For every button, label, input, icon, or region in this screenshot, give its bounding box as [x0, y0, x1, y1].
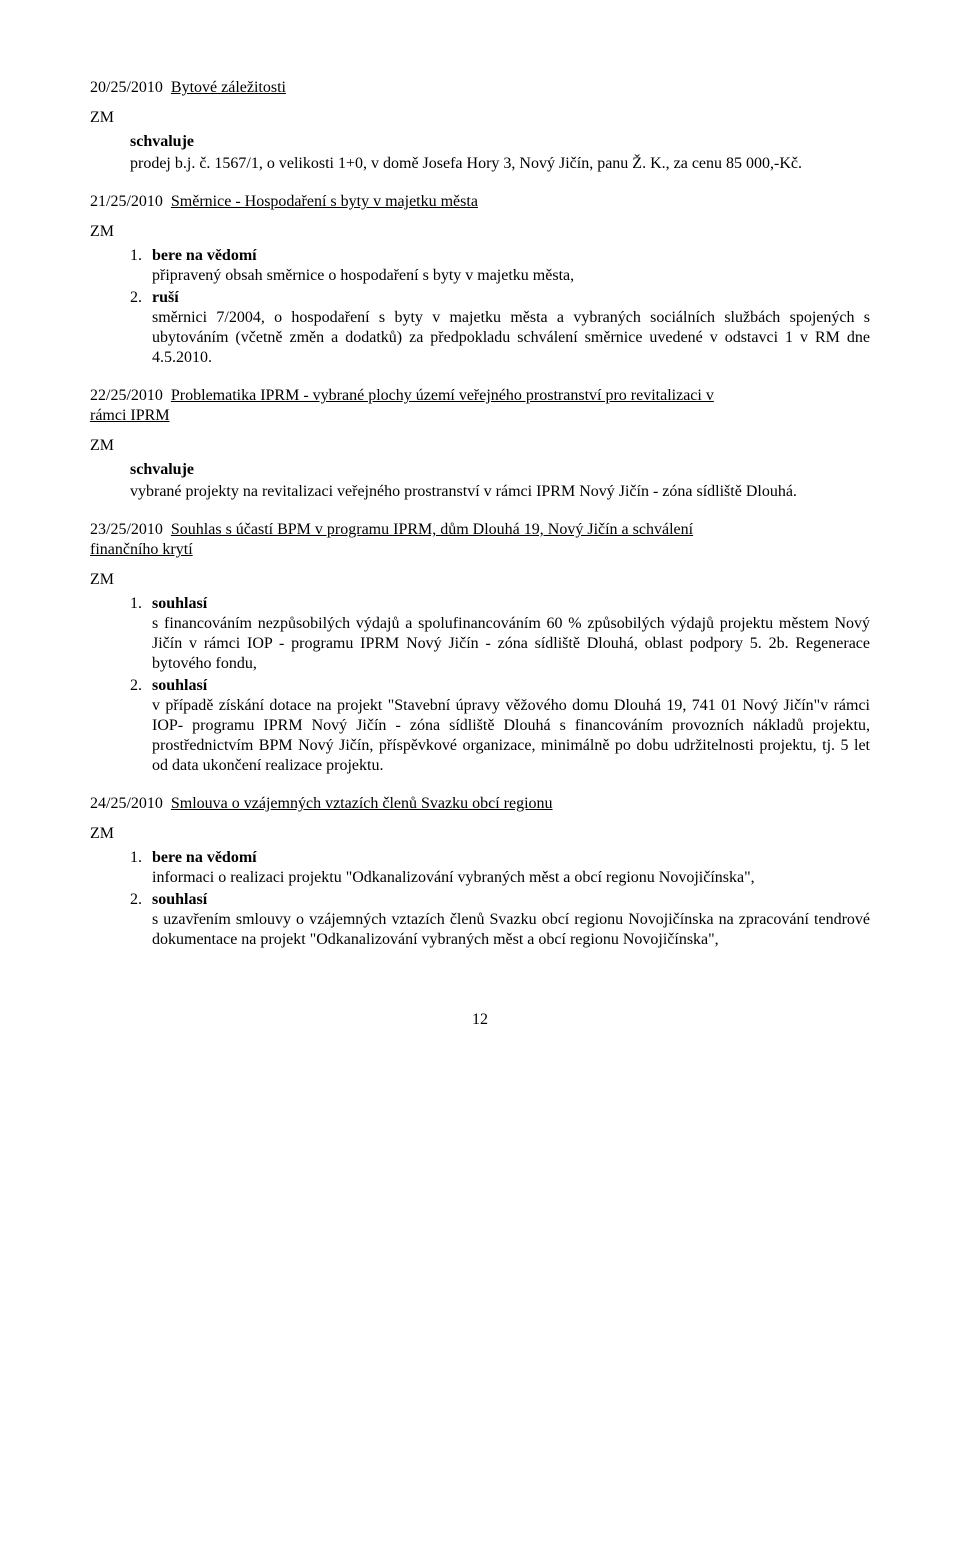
page-number: 12 [90, 1010, 870, 1030]
section-20-heading: 20/25/2010 Bytové záležitosti [90, 78, 870, 98]
item-number: 2. [130, 676, 152, 776]
section-21-title: Směrnice - Hospodaření s byty v majetku … [171, 193, 478, 210]
section-22-title-line1: Problematika IPRM - vybrané plochy území… [171, 387, 714, 404]
section-20-title: Bytové záležitosti [171, 79, 286, 96]
list-item: 2. ruší směrnici 7/2004, o hospodaření s… [130, 288, 870, 368]
section-21-number: 21/25/2010 [90, 193, 163, 210]
list-item: 2. souhlasí s uzavřením smlouvy o vzájem… [130, 890, 870, 950]
item-label: souhlasí [152, 677, 207, 694]
list-item: 1. bere na vědomí připravený obsah směrn… [130, 246, 870, 286]
item-number: 1. [130, 594, 152, 674]
item-number: 1. [130, 848, 152, 888]
item-number: 2. [130, 288, 152, 368]
item-body: s uzavřením smlouvy o vzájemných vztazíc… [152, 910, 870, 950]
item-body: informaci o realizaci projektu "Odkanali… [152, 868, 870, 888]
section-23-heading: 23/25/2010 Souhlas s účastí BPM v progra… [90, 520, 870, 560]
item-label: bere na vědomí [152, 849, 257, 866]
section-22-schvaluje: schvaluje [130, 460, 870, 480]
item-label: souhlasí [152, 595, 207, 612]
section-21-zm: ZM [90, 222, 870, 242]
section-23-title-line1: Souhlas s účastí BPM v programu IPRM, dů… [171, 521, 693, 538]
section-20-schvaluje: schvaluje [130, 132, 870, 152]
section-24-heading: 24/25/2010 Smlouva o vzájemných vztazích… [90, 794, 870, 814]
section-22-heading: 22/25/2010 Problematika IPRM - vybrané p… [90, 386, 870, 426]
item-label: bere na vědomí [152, 247, 257, 264]
section-23-title-line2: finančního krytí [90, 541, 193, 558]
section-23-zm: ZM [90, 570, 870, 590]
section-24-number: 24/25/2010 [90, 795, 163, 812]
section-20-zm: ZM [90, 108, 870, 128]
section-24-list: 1. bere na vědomí informaci o realizaci … [130, 848, 870, 950]
section-22-zm: ZM [90, 436, 870, 456]
item-body: směrnici 7/2004, o hospodaření s byty v … [152, 308, 870, 368]
list-item: 1. bere na vědomí informaci o realizaci … [130, 848, 870, 888]
section-20-number: 20/25/2010 [90, 79, 163, 96]
section-22-body: vybrané projekty na revitalizaci veřejné… [130, 482, 870, 502]
section-23-number: 23/25/2010 [90, 521, 163, 538]
item-label: ruší [152, 289, 179, 306]
section-22-number: 22/25/2010 [90, 387, 163, 404]
item-body: s financováním nezpůsobilých výdajů a sp… [152, 614, 870, 674]
section-24-zm: ZM [90, 824, 870, 844]
list-item: 1. souhlasí s financováním nezpůsobilých… [130, 594, 870, 674]
section-23-list: 1. souhlasí s financováním nezpůsobilých… [130, 594, 870, 776]
item-body: připravený obsah směrnice o hospodaření … [152, 266, 870, 286]
section-22-title-line2: rámci IPRM [90, 407, 170, 424]
item-number: 2. [130, 890, 152, 950]
item-number: 1. [130, 246, 152, 286]
list-item: 2. souhlasí v případě získání dotace na … [130, 676, 870, 776]
section-20-body: prodej b.j. č. 1567/1, o velikosti 1+0, … [130, 154, 870, 174]
item-label: souhlasí [152, 891, 207, 908]
section-21-list: 1. bere na vědomí připravený obsah směrn… [130, 246, 870, 368]
section-24-title: Smlouva o vzájemných vztazích členů Svaz… [171, 795, 553, 812]
item-body: v případě získání dotace na projekt "Sta… [152, 696, 870, 776]
section-21-heading: 21/25/2010 Směrnice - Hospodaření s byty… [90, 192, 870, 212]
